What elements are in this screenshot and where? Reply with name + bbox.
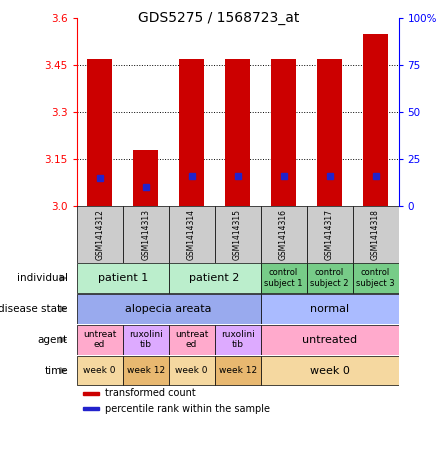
Bar: [261, 263, 307, 293]
Text: untreat
ed: untreat ed: [175, 330, 208, 349]
Text: week 12: week 12: [219, 366, 257, 375]
Bar: [215, 206, 261, 263]
Bar: [83, 392, 99, 395]
Text: transformed count: transformed count: [105, 388, 196, 399]
Text: alopecia areata: alopecia areata: [125, 304, 212, 314]
Bar: [169, 206, 215, 263]
Text: untreat
ed: untreat ed: [83, 330, 117, 349]
Text: week 12: week 12: [127, 366, 165, 375]
Text: untreated: untreated: [302, 335, 357, 345]
Text: normal: normal: [310, 304, 349, 314]
Text: patient 2: patient 2: [189, 273, 240, 283]
Bar: [307, 206, 353, 263]
Bar: [77, 356, 123, 386]
Bar: [179, 59, 204, 206]
Text: GSM1414318: GSM1414318: [371, 209, 380, 260]
Bar: [123, 356, 169, 386]
Bar: [261, 206, 307, 263]
Bar: [261, 325, 399, 355]
Bar: [307, 263, 353, 293]
Bar: [261, 356, 399, 386]
Bar: [215, 356, 261, 386]
Text: GSM1414312: GSM1414312: [95, 209, 104, 260]
Text: GSM1414315: GSM1414315: [233, 209, 242, 260]
Bar: [225, 59, 250, 206]
Bar: [123, 325, 169, 355]
Bar: [317, 59, 342, 206]
Text: week 0: week 0: [310, 366, 350, 376]
Bar: [87, 59, 112, 206]
Text: GSM1414313: GSM1414313: [141, 209, 150, 260]
Text: week 0: week 0: [83, 366, 116, 375]
Text: ruxolini
tib: ruxolini tib: [221, 330, 254, 349]
Bar: [271, 59, 296, 206]
Text: GSM1414317: GSM1414317: [325, 209, 334, 260]
Bar: [169, 263, 261, 293]
Bar: [77, 263, 169, 293]
Text: GSM1414316: GSM1414316: [279, 209, 288, 260]
Bar: [83, 407, 99, 410]
Bar: [363, 34, 388, 206]
Text: GDS5275 / 1568723_at: GDS5275 / 1568723_at: [138, 11, 300, 25]
Bar: [353, 263, 399, 293]
Bar: [215, 325, 261, 355]
Bar: [77, 206, 123, 263]
Text: control
subject 1: control subject 1: [265, 269, 303, 288]
Text: time: time: [44, 366, 68, 376]
Text: individual: individual: [17, 273, 68, 283]
Text: patient 1: patient 1: [98, 273, 148, 283]
Bar: [169, 325, 215, 355]
Bar: [77, 325, 123, 355]
Bar: [77, 294, 261, 324]
Text: agent: agent: [38, 335, 68, 345]
Text: GSM1414314: GSM1414314: [187, 209, 196, 260]
Text: week 0: week 0: [175, 366, 208, 375]
Bar: [133, 149, 158, 206]
Text: percentile rank within the sample: percentile rank within the sample: [105, 404, 270, 414]
Bar: [261, 294, 399, 324]
Bar: [353, 206, 399, 263]
Bar: [123, 206, 169, 263]
Text: disease state: disease state: [0, 304, 68, 314]
Text: control
subject 3: control subject 3: [356, 269, 395, 288]
Text: ruxolini
tib: ruxolini tib: [129, 330, 162, 349]
Bar: [169, 356, 215, 386]
Text: control
subject 2: control subject 2: [311, 269, 349, 288]
